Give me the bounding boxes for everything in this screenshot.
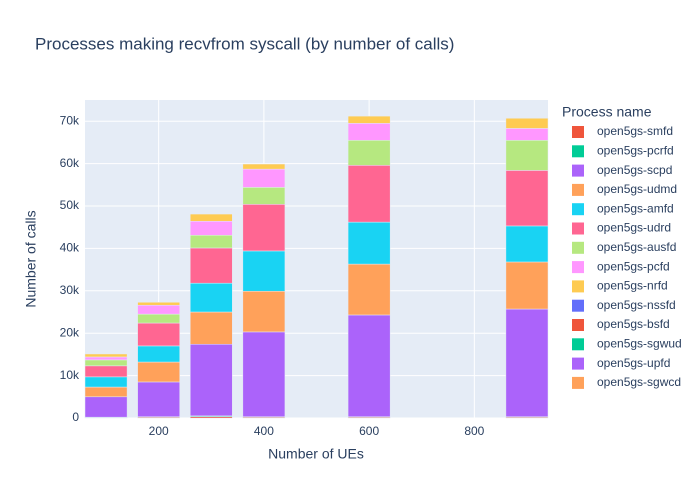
bar-segment [347, 263, 391, 316]
y-tick-label: 20k [60, 325, 80, 339]
bar-segment [505, 308, 549, 417]
y-tick-label: 10k [60, 368, 80, 382]
bar-segment [189, 311, 233, 345]
legend-swatch [572, 145, 584, 158]
bar-segment [137, 304, 180, 315]
bar-segment [189, 343, 233, 417]
legend-label: open5gs-ausfd [597, 240, 676, 254]
bar-segment [189, 282, 233, 313]
bar-segment [242, 187, 286, 205]
y-tick-label: 30k [60, 283, 80, 297]
y-axis-title: Number of calls [23, 210, 39, 307]
bar-segment [189, 247, 233, 284]
bar-segment [242, 163, 286, 170]
bar-segment [137, 322, 180, 347]
y-tick-label: 0 [72, 410, 79, 424]
bar-segment [84, 376, 128, 388]
legend-swatch [572, 183, 584, 196]
legend-label: open5gs-udrd [597, 221, 671, 235]
legend-swatch [572, 319, 584, 331]
legend-label: open5gs-smfd [597, 124, 673, 138]
legend-label: open5gs-upfd [597, 356, 670, 370]
y-tick-label: 60k [60, 156, 80, 170]
bar-segment [347, 165, 391, 223]
legend-label: open5gs-nrfd [597, 279, 668, 293]
bar-segment [347, 221, 391, 265]
bar-segment [242, 290, 286, 333]
y-tick-label: 70k [60, 113, 80, 127]
bar-segment [242, 331, 286, 417]
bar-segment [84, 365, 128, 378]
legend-swatch [572, 280, 584, 293]
legend-label: open5gs-nssfd [597, 298, 676, 312]
legend-title: Process name [562, 104, 652, 120]
bar-segment [84, 396, 128, 418]
bar-segment [189, 221, 233, 236]
legend-label: open5gs-sgwcd [597, 375, 681, 389]
y-tick-label: 50k [60, 198, 80, 212]
legend-swatch [572, 164, 584, 177]
bar-segment [347, 123, 391, 141]
bar-segment [84, 353, 128, 358]
legend-label: open5gs-pcfd [597, 259, 670, 273]
x-tick-label: 400 [254, 424, 274, 438]
bar-segment [347, 314, 391, 417]
bar-segment [137, 381, 180, 417]
x-tick-label: 800 [464, 424, 484, 438]
bar-segment [84, 386, 128, 398]
bar-segment [505, 128, 549, 141]
bar-segment [505, 261, 549, 310]
bar-segment [189, 235, 233, 249]
legend-swatch [572, 126, 584, 138]
x-tick-label: 200 [149, 424, 169, 438]
bar-segment [505, 140, 549, 171]
legend-swatch [572, 222, 584, 235]
legend-swatch [572, 241, 584, 254]
legend-swatch [572, 299, 584, 312]
legend-label: open5gs-bsfd [597, 317, 670, 331]
legend-label: open5gs-amfd [597, 201, 674, 215]
x-axis-title: Number of UEs [268, 446, 364, 462]
legend-label: open5gs-scpd [597, 163, 672, 177]
bar-segment [137, 313, 180, 324]
bar-segment [189, 213, 233, 222]
y-tick-label: 40k [60, 241, 80, 255]
legend-label: open5gs-udmd [597, 182, 677, 196]
bar-segment [137, 301, 180, 306]
bar-segment [137, 361, 180, 383]
bar-segment [242, 168, 286, 188]
bar-segment [137, 345, 180, 363]
bar-segment [505, 170, 549, 227]
legend-swatch [572, 357, 584, 370]
bar-segment [84, 356, 128, 361]
legend-label: open5gs-pcrfd [597, 143, 674, 157]
bar-segment [505, 117, 549, 129]
legend-swatch [572, 376, 584, 389]
chart-title: Processes making recvfrom syscall (by nu… [35, 34, 454, 53]
bar-segment [242, 250, 286, 292]
bar-segment [242, 204, 286, 252]
legend-swatch [572, 203, 584, 216]
bar-segment [505, 225, 549, 263]
legend-swatch [572, 261, 584, 274]
legend-label: open5gs-sgwud [597, 336, 682, 350]
x-tick-label: 600 [359, 424, 379, 438]
bar-segment [347, 115, 391, 124]
legend-swatch [572, 338, 584, 351]
bar-segment [84, 359, 128, 367]
bar-segment [347, 140, 391, 166]
